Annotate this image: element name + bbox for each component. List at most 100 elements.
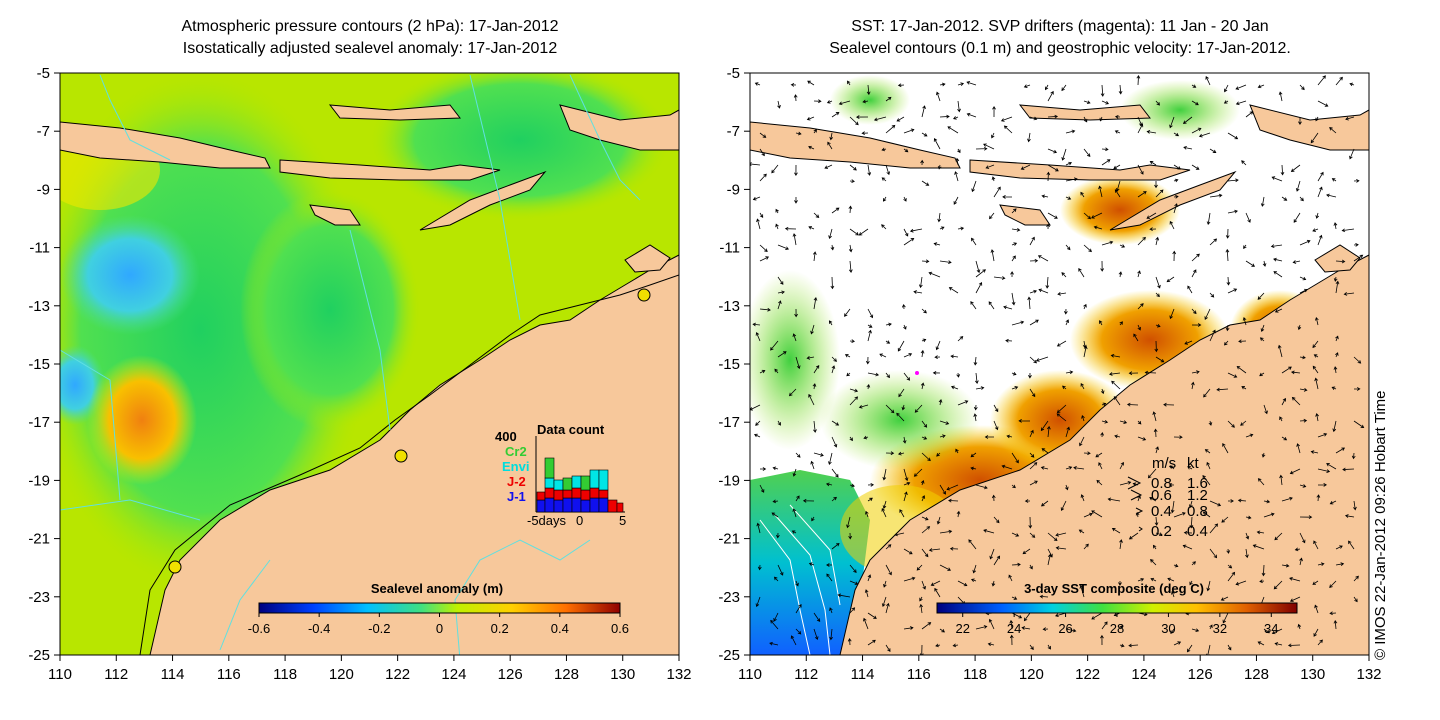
velocity-arrow	[1335, 76, 1343, 86]
velocity-arrow	[920, 480, 925, 486]
velocity-arrow	[885, 644, 891, 652]
velocity-arrow	[828, 320, 833, 326]
velocity-arrow	[792, 468, 797, 477]
velocity-arrow	[881, 177, 887, 182]
velocity-arrow	[1263, 404, 1268, 415]
velocity-arrow	[1261, 564, 1266, 577]
velocity-arrow	[759, 244, 768, 253]
velocity-arrow	[830, 276, 835, 290]
velocity-arrow	[1329, 580, 1337, 588]
data-count-title: Data count	[537, 422, 605, 437]
velocity-arrow	[1187, 466, 1193, 470]
count-bar-j2	[562, 489, 573, 499]
velocity-arrow	[1029, 644, 1034, 651]
data-count-legend-envi: Envi	[502, 459, 529, 474]
velocity-arrow	[885, 564, 892, 576]
count-bar-j2	[616, 502, 624, 513]
velocity-arrow	[1349, 82, 1355, 87]
velocity-arrow	[771, 164, 779, 174]
count-bar-j1	[562, 497, 573, 513]
velocity-arrow	[972, 564, 977, 574]
velocity-arrow	[1170, 628, 1175, 635]
velocity-arrow	[896, 412, 905, 422]
velocity-arrow	[968, 539, 977, 550]
velocity-arrow	[1119, 481, 1132, 486]
velocity-arrow	[1349, 148, 1355, 160]
velocity-arrow	[1299, 387, 1308, 392]
velocity-legend-ms: 0.2	[1151, 523, 1172, 540]
velocity-arrow	[813, 452, 824, 457]
velocity-arrow	[1011, 208, 1017, 214]
velocity-arrow	[848, 205, 853, 214]
velocity-arrow	[1001, 464, 1013, 470]
velocity-arrow	[774, 368, 779, 374]
velocity-arrow	[771, 512, 779, 518]
velocity-arrow	[1173, 511, 1186, 518]
velocity-arrow	[1173, 194, 1179, 199]
velocity-arrow	[1236, 365, 1247, 374]
velocity-arrow	[1204, 449, 1211, 454]
velocity-arrow	[1291, 396, 1301, 406]
velocity-arrow	[1243, 244, 1247, 250]
velocity-arrow	[777, 290, 785, 295]
velocity-arrow	[1273, 257, 1283, 262]
velocity-arrow	[993, 420, 999, 431]
left-colorbar-ticks: -0.6 -0.4 -0.2 0 0.2 0.4 0.6	[248, 613, 629, 636]
velocity-arrow	[1245, 548, 1249, 559]
velocity-arrow	[849, 580, 859, 586]
velocity-arrow	[1241, 386, 1247, 390]
left-colorbar-tick-label: 0.2	[491, 621, 509, 636]
velocity-arrow	[1047, 553, 1052, 566]
velocity-arrow	[1353, 575, 1359, 582]
velocity-arrow	[1317, 171, 1324, 182]
velocity-arrow	[810, 460, 815, 470]
velocity-arrow	[1206, 212, 1211, 226]
velocity-arrow	[795, 603, 802, 614]
velocity-arrow	[1149, 497, 1157, 502]
velocity-arrow	[867, 639, 876, 646]
velocity-arrow	[993, 186, 1001, 198]
velocity-arrow	[1290, 164, 1301, 172]
velocity-arrow	[1187, 285, 1193, 294]
velocity-arrow	[1041, 448, 1049, 454]
velocity-arrow	[882, 468, 887, 481]
velocity-arrow	[777, 420, 781, 426]
velocity-arrow	[1263, 628, 1270, 634]
velocity-legend-kt: 0.8	[1187, 503, 1208, 520]
velocity-arrow	[1298, 116, 1302, 125]
velocity-arrow	[1047, 148, 1058, 154]
velocity-arrow	[831, 207, 840, 214]
velocity-arrow	[1118, 580, 1122, 586]
velocity-arrow	[1128, 371, 1139, 376]
velocity-arrow	[831, 420, 840, 426]
velocity-arrow	[862, 99, 869, 104]
velocity-arrow	[863, 617, 869, 630]
velocity-arrow	[1206, 461, 1211, 470]
velocity-arrow	[1312, 228, 1319, 232]
velocity-arrow	[1299, 532, 1306, 544]
velocity-arrow	[1281, 196, 1288, 201]
velocity-arrow	[1137, 164, 1144, 175]
velocity-arrow	[1317, 432, 1328, 438]
velocity-arrow	[831, 468, 839, 478]
velocity-arrow	[1060, 500, 1067, 512]
velocity-arrow	[828, 228, 833, 240]
velocity-arrow	[1091, 612, 1103, 620]
velocity-arrow	[1317, 75, 1326, 86]
velocity-arrow	[1353, 254, 1364, 262]
velocity-arrow	[1191, 370, 1200, 374]
velocity-arrow	[1173, 178, 1179, 183]
count-bar-cr2	[580, 475, 591, 491]
velocity-arrow	[1029, 236, 1035, 246]
velocity-arrow	[1281, 366, 1292, 374]
velocity-arrow	[1027, 296, 1032, 310]
velocity-arrow	[1281, 563, 1290, 568]
velocity-arrow	[1137, 123, 1144, 134]
velocity-arrow	[1209, 193, 1223, 198]
velocity-arrow	[896, 116, 905, 122]
velocity-arrow	[1259, 372, 1265, 377]
data-count-x-label-end: 5	[619, 513, 626, 528]
velocity-arrow	[867, 574, 872, 582]
velocity-arrow	[1154, 340, 1159, 353]
velocity-arrow	[921, 580, 926, 590]
